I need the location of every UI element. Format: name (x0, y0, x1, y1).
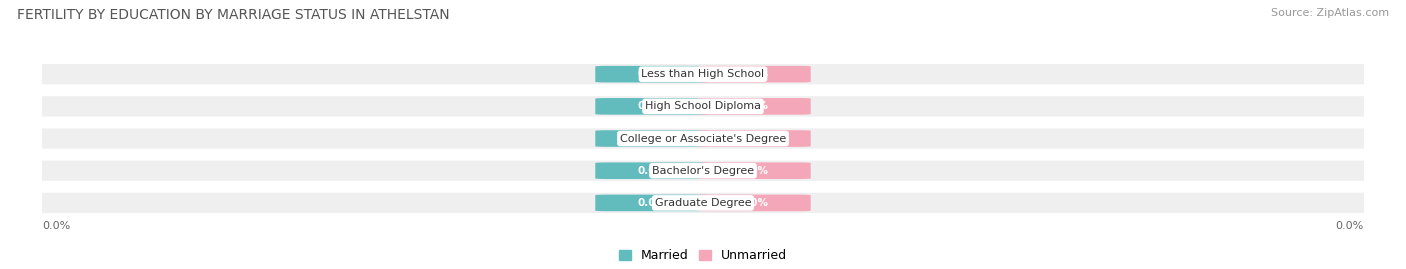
FancyBboxPatch shape (32, 193, 1374, 213)
Legend: Married, Unmarried: Married, Unmarried (619, 249, 787, 262)
FancyBboxPatch shape (32, 96, 1374, 116)
Text: 0.0%: 0.0% (740, 133, 769, 144)
Text: 0.0%: 0.0% (637, 166, 666, 176)
FancyBboxPatch shape (595, 194, 709, 211)
Text: 0.0%: 0.0% (740, 166, 769, 176)
FancyBboxPatch shape (697, 162, 811, 179)
Text: 0.0%: 0.0% (637, 69, 666, 79)
Text: FERTILITY BY EDUCATION BY MARRIAGE STATUS IN ATHELSTAN: FERTILITY BY EDUCATION BY MARRIAGE STATU… (17, 8, 450, 22)
FancyBboxPatch shape (595, 130, 709, 147)
FancyBboxPatch shape (32, 161, 1374, 181)
FancyBboxPatch shape (595, 98, 709, 115)
Text: 0.0%: 0.0% (637, 198, 666, 208)
Text: 0.0%: 0.0% (1336, 221, 1364, 231)
Text: 0.0%: 0.0% (740, 198, 769, 208)
FancyBboxPatch shape (697, 98, 811, 115)
Text: College or Associate's Degree: College or Associate's Degree (620, 133, 786, 144)
Text: High School Diploma: High School Diploma (645, 101, 761, 111)
Text: 0.0%: 0.0% (740, 101, 769, 111)
FancyBboxPatch shape (595, 162, 709, 179)
Text: 0.0%: 0.0% (740, 69, 769, 79)
Text: 0.0%: 0.0% (637, 133, 666, 144)
FancyBboxPatch shape (697, 66, 811, 83)
Text: Source: ZipAtlas.com: Source: ZipAtlas.com (1271, 8, 1389, 18)
FancyBboxPatch shape (32, 64, 1374, 84)
FancyBboxPatch shape (697, 130, 811, 147)
FancyBboxPatch shape (697, 194, 811, 211)
FancyBboxPatch shape (595, 66, 709, 83)
Text: Graduate Degree: Graduate Degree (655, 198, 751, 208)
Text: 0.0%: 0.0% (637, 101, 666, 111)
Text: Less than High School: Less than High School (641, 69, 765, 79)
Text: Bachelor's Degree: Bachelor's Degree (652, 166, 754, 176)
FancyBboxPatch shape (32, 128, 1374, 149)
Text: 0.0%: 0.0% (42, 221, 70, 231)
